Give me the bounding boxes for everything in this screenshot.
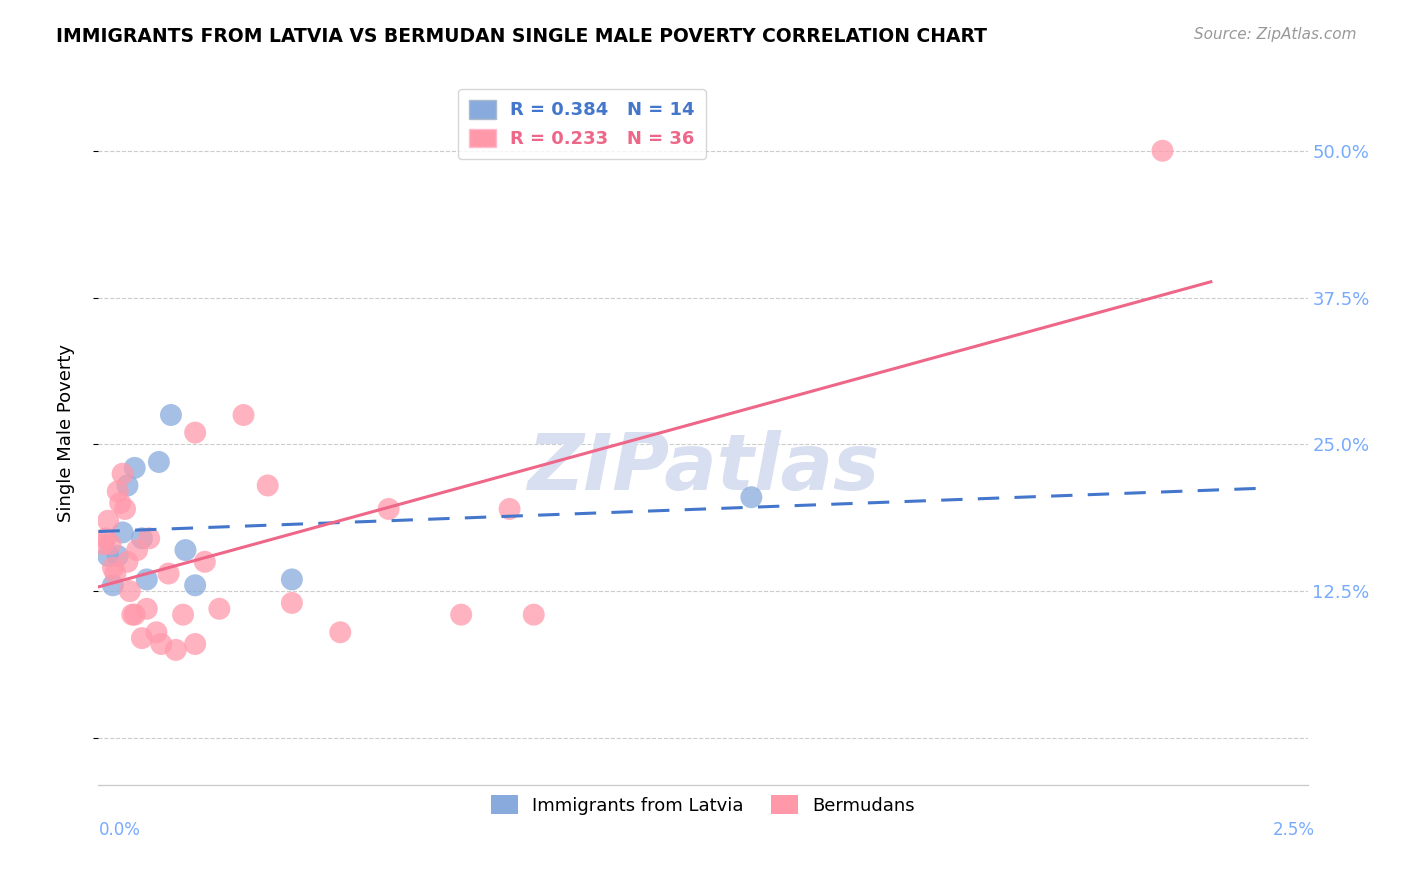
Point: [523, 607, 546, 622]
Point: [135, 601, 157, 615]
Point: [114, 502, 136, 516]
Point: [160, 408, 183, 422]
Point: [97, 549, 120, 563]
Point: [184, 578, 207, 592]
Point: [157, 566, 180, 581]
Point: [740, 490, 762, 504]
Point: [111, 467, 134, 481]
Point: [107, 484, 129, 499]
Point: [117, 478, 139, 492]
Text: 2.5%: 2.5%: [1272, 821, 1315, 838]
Point: [377, 502, 399, 516]
Text: IMMIGRANTS FROM LATVIA VS BERMUDAN SINGLE MALE POVERTY CORRELATION CHART: IMMIGRANTS FROM LATVIA VS BERMUDAN SINGL…: [56, 27, 987, 45]
Point: [101, 560, 124, 574]
Text: ZIPatlas: ZIPatlas: [527, 430, 879, 506]
Point: [208, 601, 231, 615]
Point: [100, 537, 122, 551]
Point: [131, 532, 153, 546]
Text: Source: ZipAtlas.com: Source: ZipAtlas.com: [1194, 27, 1357, 42]
Point: [194, 555, 217, 569]
Point: [97, 514, 120, 528]
Point: [111, 525, 134, 540]
Point: [174, 543, 197, 558]
Point: [232, 408, 254, 422]
Point: [150, 637, 173, 651]
Point: [94, 532, 117, 546]
Point: [121, 607, 143, 622]
Point: [184, 637, 207, 651]
Point: [256, 478, 278, 492]
Point: [107, 549, 129, 563]
Point: [329, 625, 352, 640]
Point: [135, 573, 157, 587]
Point: [124, 607, 146, 622]
Point: [450, 607, 472, 622]
Legend: Immigrants from Latvia, Bermudans: Immigrants from Latvia, Bermudans: [484, 788, 922, 822]
Point: [138, 532, 160, 546]
Point: [124, 460, 146, 475]
Point: [172, 607, 194, 622]
Point: [108, 496, 131, 510]
Point: [184, 425, 207, 440]
Point: [91, 537, 114, 551]
Point: [145, 625, 167, 640]
Point: [131, 631, 153, 645]
Point: [281, 596, 304, 610]
Y-axis label: Single Male Poverty: Single Male Poverty: [56, 343, 75, 522]
Point: [127, 543, 149, 558]
Point: [165, 643, 187, 657]
Point: [101, 578, 124, 592]
Point: [498, 502, 520, 516]
Point: [117, 555, 139, 569]
Point: [104, 566, 127, 581]
Point: [118, 584, 141, 599]
Point: [1152, 144, 1174, 158]
Point: [281, 573, 304, 587]
Point: [148, 455, 170, 469]
Text: 0.0%: 0.0%: [98, 821, 141, 838]
